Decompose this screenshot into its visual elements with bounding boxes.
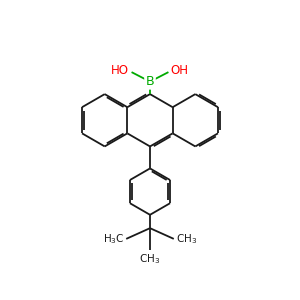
Text: CH$_3$: CH$_3$ [140,252,160,266]
Text: OH: OH [171,64,189,77]
Text: CH$_3$: CH$_3$ [176,232,197,246]
Text: H$_3$C: H$_3$C [103,232,124,246]
Text: B: B [146,75,154,88]
Text: HO: HO [111,64,129,77]
